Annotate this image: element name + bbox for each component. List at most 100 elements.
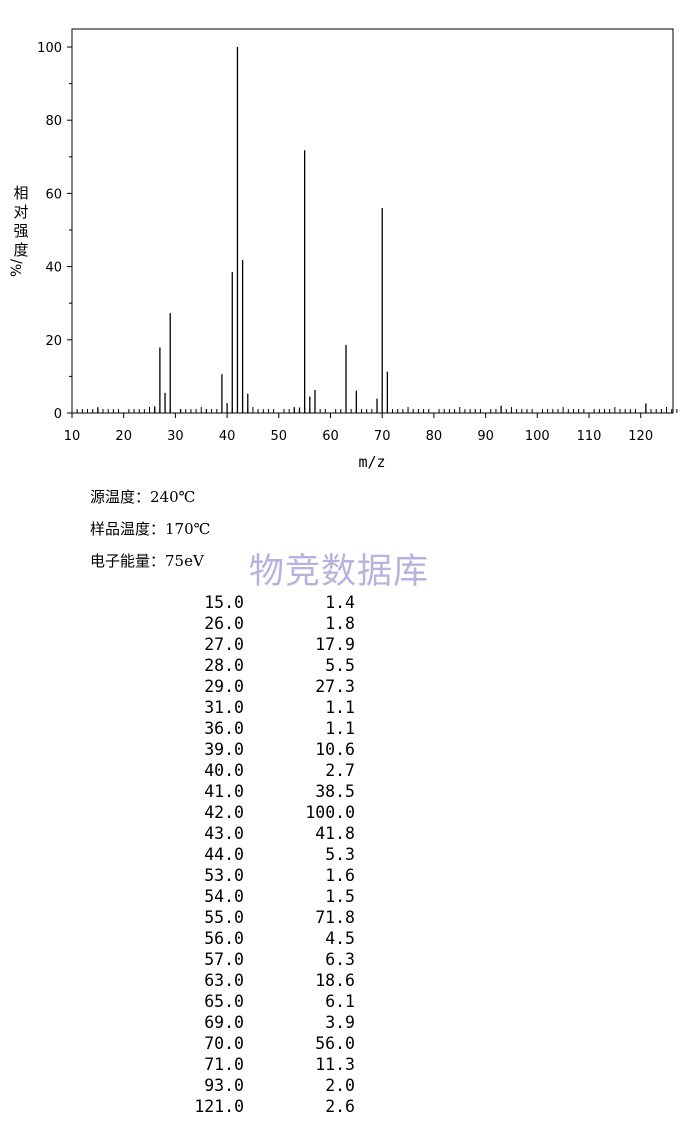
table-row: 42.0 100.0: [180, 802, 380, 823]
mz-value: 28.0: [204, 656, 244, 675]
mz-value: 65.0: [204, 992, 244, 1011]
mz-value: 53.0: [204, 866, 244, 885]
source-temperature: 源温度：240℃: [90, 488, 196, 506]
table-row: 40.0 2.7: [180, 760, 380, 781]
table-row: 55.0 71.8: [180, 907, 380, 928]
mz-value: 93.0: [204, 1076, 244, 1095]
table-row: 29.0 27.3: [180, 676, 380, 697]
intensity-value: 4.5: [325, 929, 355, 948]
mz-value: 31.0: [204, 698, 244, 717]
mz-value: 36.0: [204, 719, 244, 738]
table-row: 54.0 1.5: [180, 886, 380, 907]
watermark: 物竞数据库: [249, 552, 430, 592]
intensity-value: 5.3: [325, 845, 355, 864]
y-tick-label: 20: [45, 334, 62, 349]
y-axis-ticks: 0 20 40 60 80 100: [37, 41, 72, 422]
y-label-char: 度: [13, 241, 28, 259]
mz-value: 70.0: [204, 1034, 244, 1053]
mz-value: 41.0: [204, 782, 244, 801]
y-tick-label: 80: [45, 114, 62, 129]
table-row: 28.0 5.5: [180, 655, 380, 676]
mz-value: 56.0: [204, 929, 244, 948]
intensity-value: 2.0: [325, 1076, 355, 1095]
intensity-value: 1.8: [325, 614, 355, 633]
table-row: 36.0 1.1: [180, 718, 380, 739]
peak-table: 15.0 1.4 26.0 1.8 27.0 17.9 28.0 5.5 29.0 27.3 31.…: [180, 592, 380, 1117]
y-tick-label: 60: [45, 187, 62, 202]
peak-bars: [97, 47, 647, 413]
y-label-char: 强: [13, 222, 28, 240]
sample-temperature: 样品温度：170℃: [90, 520, 211, 538]
table-row: 71.0 11.3: [180, 1054, 380, 1075]
intensity-value: 56.0: [315, 1034, 355, 1053]
intensity-value: 1.1: [325, 698, 355, 717]
y-tick-label: 0: [54, 407, 62, 422]
y-axis-label: 相 对 强 度 %/: [9, 184, 29, 277]
y-label-unit: %/: [9, 259, 25, 277]
mz-value: 26.0: [204, 614, 244, 633]
intensity-value: 1.1: [325, 719, 355, 738]
intensity-value: 2.7: [325, 761, 355, 780]
mass-spectrum-chart: 10 20 30 40 50 60 70 80 90 100 110 120 0 20 40 60 80 100…: [9, 28, 678, 471]
x-tick-label: 80: [426, 429, 443, 444]
mz-value: 121.0: [194, 1097, 244, 1116]
intensity-value: 6.1: [325, 992, 355, 1011]
table-row: 65.0 6.1: [180, 991, 380, 1012]
table-row: 26.0 1.8: [180, 613, 380, 634]
intensity-value: 1.4: [325, 593, 355, 612]
table-row: 53.0 1.6: [180, 865, 380, 886]
x-tick-label: 40: [219, 429, 236, 444]
x-axis-ticks: 10 20 30 40 50 60 70 80 90 100 110 120: [64, 413, 653, 444]
mz-value: 63.0: [204, 971, 244, 990]
mz-value: 54.0: [204, 887, 244, 906]
intensity-value: 71.8: [315, 908, 355, 927]
table-row: 63.0 18.6: [180, 970, 380, 991]
electron-energy: 电子能量：75eV: [90, 552, 204, 570]
x-tick-label: 50: [271, 429, 288, 444]
table-row: 93.0 2.0: [180, 1075, 380, 1096]
mz-value: 55.0: [204, 908, 244, 927]
table-row: 121.0 2.6: [180, 1096, 380, 1117]
table-row: 44.0 5.3: [180, 844, 380, 865]
y-label-char: 相: [13, 184, 28, 202]
mz-value: 39.0: [204, 740, 244, 759]
intensity-value: 41.8: [315, 824, 355, 843]
y-tick-label: 100: [37, 41, 62, 56]
plot-frame: [71, 28, 674, 414]
intensity-value: 100.0: [305, 803, 355, 822]
x-tick-label: 10: [64, 429, 81, 444]
table-row: 31.0 1.1: [180, 697, 380, 718]
intensity-value: 1.6: [325, 866, 355, 885]
x-tick-label: 70: [374, 429, 391, 444]
y-label-char: 对: [13, 203, 28, 221]
intensity-value: 5.5: [325, 656, 355, 675]
mz-value: 29.0: [204, 677, 244, 696]
table-row: 69.0 3.9: [180, 1012, 380, 1033]
intensity-value: 38.5: [315, 782, 355, 801]
intensity-value: 1.5: [325, 887, 355, 906]
x-tick-label: 60: [322, 429, 339, 444]
mz-value: 71.0: [204, 1055, 244, 1074]
x-tick-label: 100: [525, 429, 550, 444]
intensity-value: 11.3: [315, 1055, 355, 1074]
table-row: 70.0 56.0: [180, 1033, 380, 1054]
mz-value: 44.0: [204, 845, 244, 864]
mz-value: 42.0: [204, 803, 244, 822]
x-tick-label: 110: [577, 429, 602, 444]
intensity-value: 6.3: [325, 950, 355, 969]
intensity-value: 18.6: [315, 971, 355, 990]
intensity-value: 3.9: [325, 1013, 355, 1032]
mz-value: 57.0: [204, 950, 244, 969]
mz-value: 40.0: [204, 761, 244, 780]
table-row: 56.0 4.5: [180, 928, 380, 949]
table-row: 15.0 1.4: [180, 592, 380, 613]
intensity-value: 17.9: [315, 635, 355, 654]
x-tick-label: 120: [628, 429, 653, 444]
table-row: 41.0 38.5: [180, 781, 380, 802]
intensity-value: 2.6: [325, 1097, 355, 1116]
x-tick-label: 20: [115, 429, 132, 444]
x-tick-label: 90: [477, 429, 494, 444]
mz-value: 43.0: [204, 824, 244, 843]
x-axis-label: m/z: [358, 453, 385, 471]
mz-value: 15.0: [204, 593, 244, 612]
